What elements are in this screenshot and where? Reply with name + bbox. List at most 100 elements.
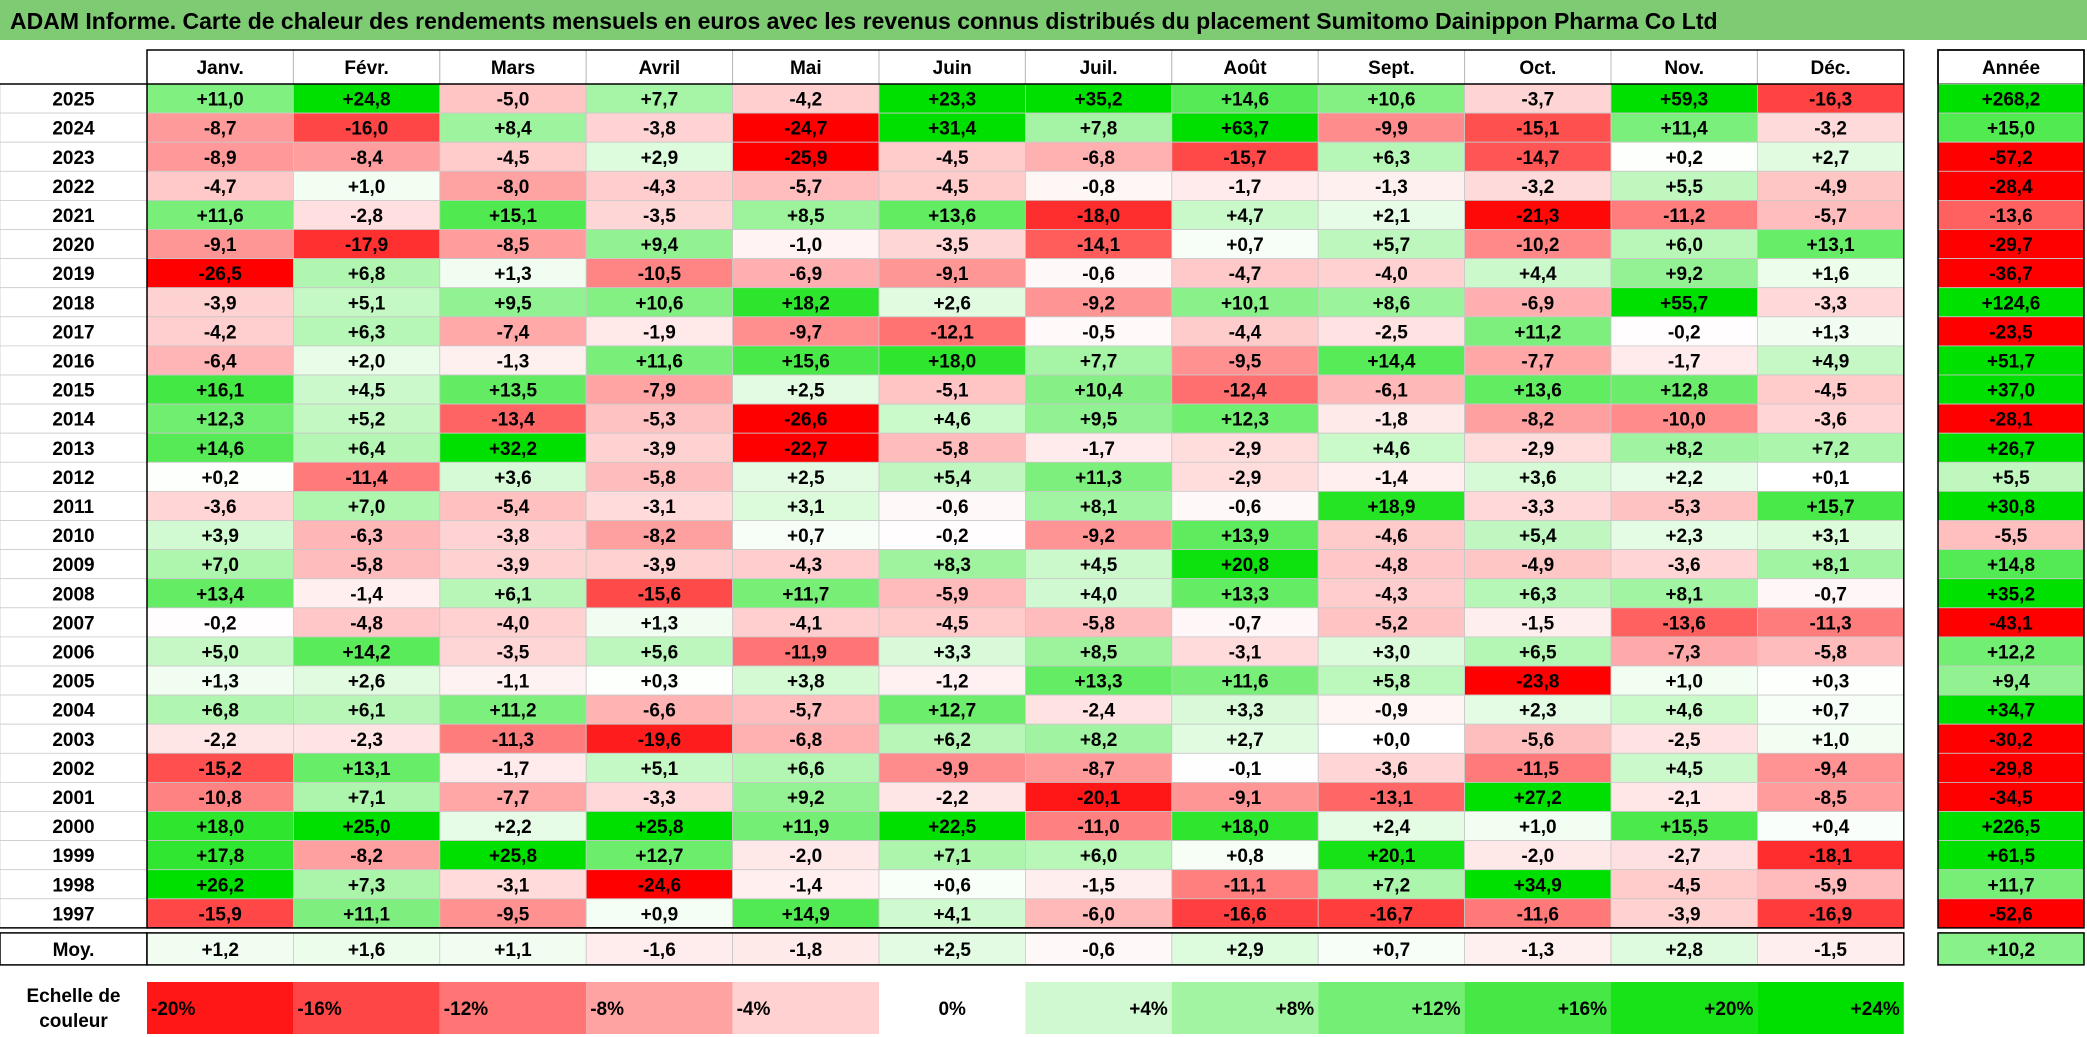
- heat-cell-value: -1,3: [497, 351, 530, 372]
- heat-cell: [1317, 112, 1465, 143]
- heat-cell: [1610, 578, 1758, 609]
- heat-cell: [1757, 490, 1905, 521]
- heat-cell: [1025, 723, 1173, 754]
- heat-cell: [146, 403, 294, 434]
- heat-cell: [146, 199, 294, 230]
- heat-cell: [1171, 636, 1319, 667]
- year-label-cell: [0, 811, 148, 842]
- heat-cell-value: +0,1: [1812, 468, 1850, 489]
- heat-cell: [732, 432, 880, 463]
- heat-cell: [1171, 490, 1319, 521]
- heat-cell-value: +10,4: [1075, 381, 1124, 402]
- annual-cell-value: -29,8: [1989, 759, 2032, 780]
- year-label-cell: [0, 83, 148, 114]
- heat-cell-value: +2,3: [1519, 701, 1557, 722]
- year-label: 2001: [52, 788, 95, 809]
- heat-cell: [439, 490, 587, 521]
- heat-cell-value: -11,1: [1224, 875, 1267, 896]
- annual-cell-value: +61,5: [1987, 846, 2036, 867]
- heat-cell: [292, 869, 441, 900]
- heat-cell: [732, 520, 880, 551]
- heat-cell: [1464, 665, 1612, 696]
- heat-cell: [1025, 345, 1173, 376]
- heat-cell-value: -26,6: [784, 410, 827, 431]
- month-header-label: Août: [1223, 58, 1267, 79]
- heat-cell-value: -2,7: [1668, 846, 1701, 867]
- year-label-cell: [0, 112, 148, 143]
- heat-cell-value: +0,0: [1373, 730, 1411, 751]
- heat-cell: [585, 811, 734, 842]
- heat-cell-value: +2,2: [1665, 468, 1703, 489]
- heat-cell: [732, 287, 880, 318]
- month-header-cell: [1464, 49, 1612, 85]
- heat-cell-value: +18,0: [1221, 817, 1269, 838]
- heat-cell-value: +12,3: [1221, 410, 1269, 431]
- heat-cell-value: +15,7: [1807, 497, 1855, 518]
- heat-cell: [1171, 840, 1319, 871]
- heat-cell: [1464, 549, 1612, 580]
- heat-cell-value: +6,3: [1373, 148, 1411, 169]
- heat-cell-value: +11,2: [1514, 322, 1561, 343]
- heat-cell-value: +3,3: [933, 642, 971, 663]
- heat-cell-value: -7,7: [1521, 351, 1554, 372]
- heat-cell-value: -6,8: [789, 730, 822, 751]
- scale-swatch-label: -8%: [590, 999, 624, 1020]
- year-header-label: Année: [1982, 58, 2040, 79]
- month-header-label: Avril: [639, 58, 681, 79]
- heat-cell: [1025, 287, 1173, 318]
- heat-cell-value: -16,7: [1370, 904, 1413, 925]
- scale-swatch-label: -20%: [151, 999, 195, 1020]
- heat-cell: [1464, 811, 1612, 842]
- heat-cell: [585, 840, 734, 871]
- annual-cell-value: +226,5: [1982, 817, 2041, 838]
- annual-cell-value: +51,7: [1987, 351, 2035, 372]
- heat-cell-value: -0,7: [1229, 613, 1262, 634]
- scale-swatch-label: +4%: [1129, 999, 1168, 1020]
- heat-cell: [732, 607, 880, 638]
- month-header-label: Nov.: [1664, 58, 1704, 79]
- heat-cell: [878, 258, 1026, 289]
- heat-cell-value: +7,7: [641, 90, 679, 111]
- heat-cell-value: +13,5: [489, 381, 538, 402]
- heat-cell: [1464, 432, 1612, 463]
- scale-label-line2: couleur: [39, 1011, 108, 1032]
- average-cell: [1610, 932, 1758, 966]
- heat-cell-value: -1,7: [497, 759, 530, 780]
- heat-cell-value: -3,9: [643, 555, 676, 576]
- heat-cell: [585, 287, 734, 318]
- heat-cell: [878, 520, 1026, 551]
- heat-cell-value: +17,8: [196, 846, 244, 867]
- heat-cell-value: -3,6: [1375, 759, 1408, 780]
- heat-cell-value: +0,7: [1226, 235, 1264, 256]
- scale-swatch: [1464, 982, 1611, 1034]
- heat-cell: [1317, 782, 1465, 812]
- heat-cell-value: -5,0: [497, 90, 530, 111]
- heat-cell: [1317, 811, 1465, 842]
- annual-cell-value: +124,6: [1982, 293, 2041, 314]
- heat-cell: [439, 898, 587, 929]
- heat-cell-value: -1,8: [1375, 410, 1408, 431]
- heat-cell-value: -25,9: [784, 148, 827, 169]
- heat-cell-value: +8,4: [494, 119, 532, 140]
- heat-cell-value: -4,1: [789, 613, 822, 634]
- annual-cell-value: -36,7: [1989, 264, 2032, 285]
- heat-cell: [439, 840, 587, 871]
- heat-cell: [732, 869, 880, 900]
- scale-swatch: [1171, 982, 1319, 1034]
- annual-cell-value: -5,5: [1995, 526, 2028, 547]
- heat-cell-value: -24,6: [638, 875, 681, 896]
- heat-cell-value: +11,9: [782, 817, 829, 838]
- heat-cell: [732, 403, 880, 434]
- heat-cell-value: +11,6: [197, 206, 244, 227]
- heat-cell-value: +13,6: [1514, 381, 1562, 402]
- heat-cell-value: -9,5: [1229, 351, 1262, 372]
- heat-cell-value: -11,5: [1517, 759, 1560, 780]
- heat-cell: [1464, 607, 1612, 638]
- heat-cell-value: +2,7: [1812, 148, 1850, 169]
- year-label-cell: [0, 141, 148, 172]
- year-label: 2010: [52, 526, 94, 547]
- heat-cell-value: -3,5: [936, 235, 969, 256]
- heat-cell-value: +2,5: [787, 468, 825, 489]
- heat-cell: [1610, 229, 1758, 260]
